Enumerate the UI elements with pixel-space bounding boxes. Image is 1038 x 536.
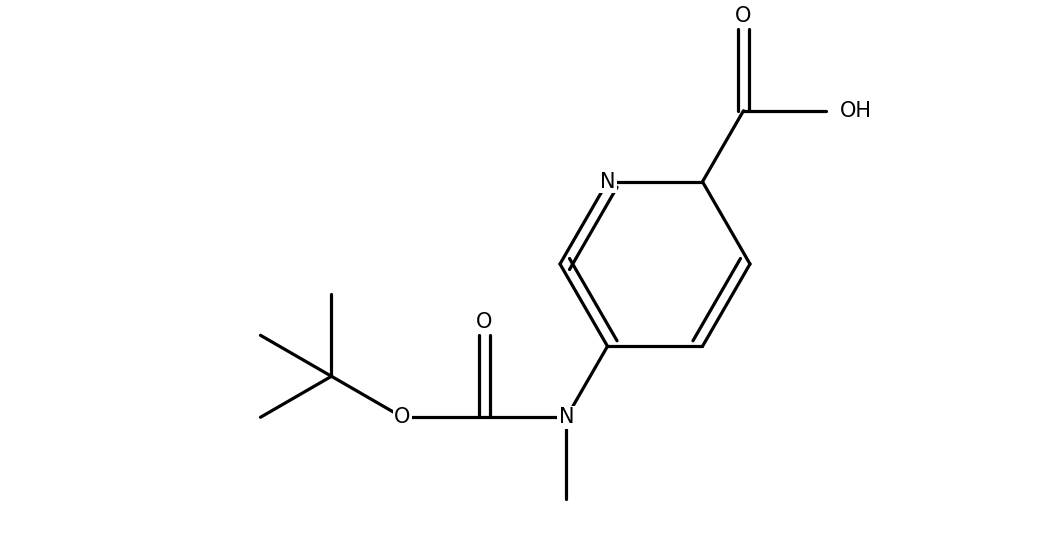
Text: N: N [600, 172, 616, 192]
Text: N: N [558, 407, 574, 427]
Text: O: O [394, 407, 411, 427]
Text: O: O [735, 6, 752, 26]
Text: OH: OH [840, 101, 872, 121]
Text: O: O [476, 312, 493, 332]
